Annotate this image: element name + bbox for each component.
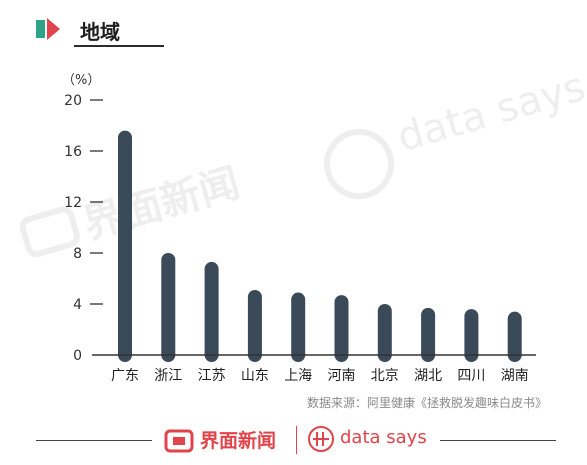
y-tick-label: 8 xyxy=(73,246,82,262)
watermark: 界面新闻 data says xyxy=(19,64,587,258)
footer-line-left xyxy=(36,440,152,441)
section-header: 地域 xyxy=(36,12,164,47)
x-tick-label: 浙江 xyxy=(154,368,182,384)
watermark-datasays-icon xyxy=(323,129,394,200)
bar xyxy=(377,304,392,362)
x-tick-label: 四川 xyxy=(457,368,485,384)
x-tick-label: 江苏 xyxy=(198,368,226,384)
footer-brand: 界面新闻 xyxy=(200,430,277,452)
x-tick-label: 广东 xyxy=(111,368,139,384)
footer-separator xyxy=(296,426,297,454)
bar xyxy=(421,307,436,362)
bar xyxy=(334,295,349,362)
y-tick-label: 12 xyxy=(64,195,82,211)
x-tick-label: 上海 xyxy=(284,368,312,384)
source-note: 数据来源：阿里健康《拯救脱发趣味白皮书》 xyxy=(306,396,547,410)
bar xyxy=(291,292,306,362)
y-axis: 0 4 8 12 16 20 xyxy=(64,93,103,364)
x-tick-labels: 广东 浙江 江苏 山东 上海 河南 北京 湖北 四川 湖南 xyxy=(111,368,529,384)
watermark-logo-icon xyxy=(19,206,80,258)
title-underline xyxy=(74,45,164,47)
flag-icon xyxy=(36,18,60,40)
bar xyxy=(204,261,219,362)
x-tick-label: 湖南 xyxy=(501,368,529,384)
x-tick-label: 北京 xyxy=(371,368,399,384)
y-tick-label: 0 xyxy=(73,348,82,364)
bar xyxy=(507,311,522,362)
bars xyxy=(118,130,522,362)
footer: 界面新闻 data says xyxy=(0,420,587,460)
bar-chart: 界面新闻 data says （%） 0 4 8 12 16 20 广东 浙江 江苏 山东 上海河… xyxy=(19,64,587,384)
bar xyxy=(118,130,132,362)
bar xyxy=(464,309,479,362)
footer-partner: data says xyxy=(340,427,427,448)
datasays-icon xyxy=(308,426,334,452)
x-tick-label: 山东 xyxy=(241,368,269,384)
watermark-brand: 界面新闻 xyxy=(78,160,244,248)
y-tick-label: 20 xyxy=(64,93,82,109)
y-tick-label: 4 xyxy=(73,297,82,313)
x-tick-label: 湖北 xyxy=(414,368,442,384)
y-tick-label: 16 xyxy=(64,144,82,160)
x-tick-label: 河南 xyxy=(328,368,356,384)
section-title: 地域 xyxy=(80,20,120,44)
bar xyxy=(161,253,176,362)
footer-line-right xyxy=(440,440,556,441)
jiemian-logo-icon xyxy=(164,429,194,453)
watermark-partner: data says xyxy=(392,64,587,161)
bar xyxy=(247,289,262,362)
y-axis-unit: （%） xyxy=(62,73,100,88)
